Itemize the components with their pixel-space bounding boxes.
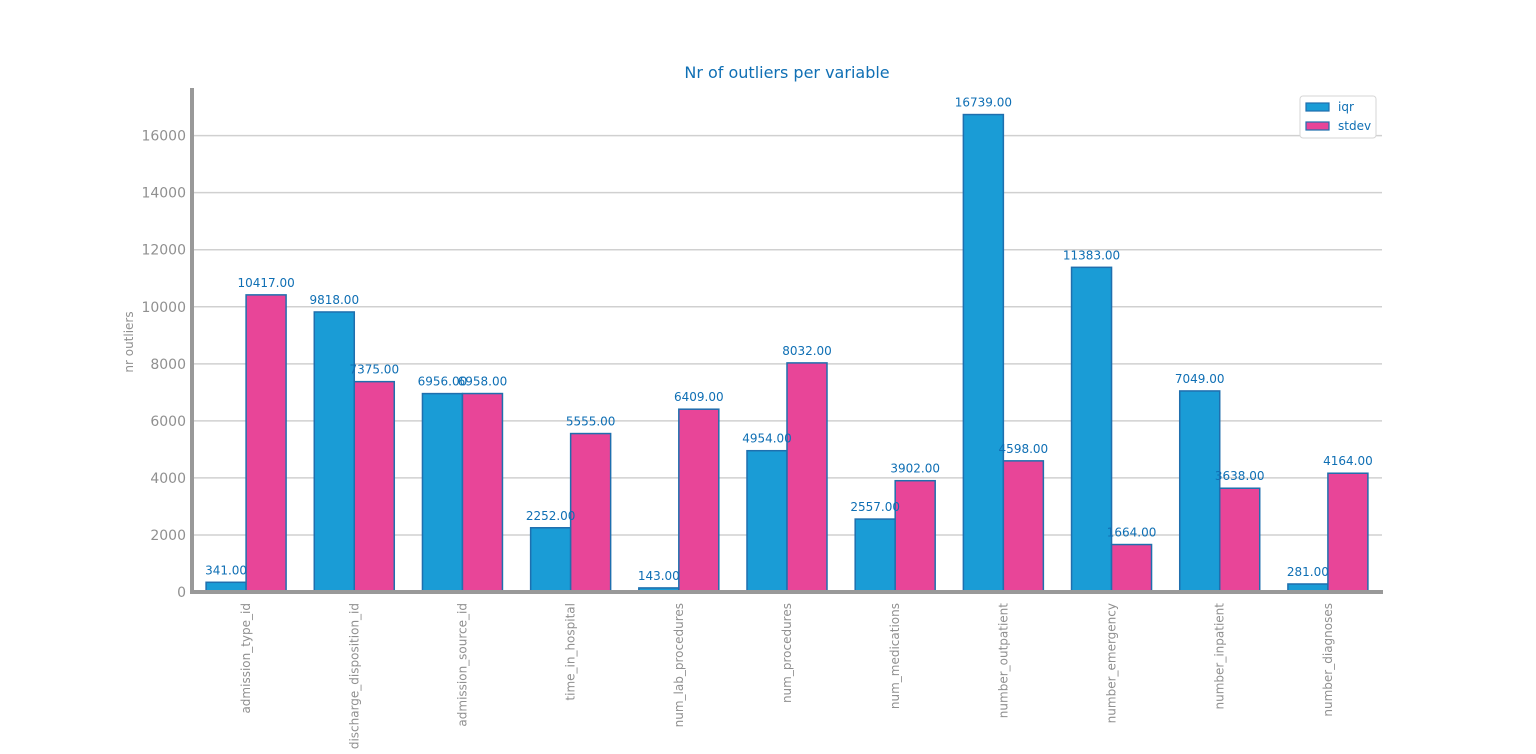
y-tick-label: 10000 [141,300,186,316]
legend: iqr stdev [1299,95,1377,139]
legend-label-iqr: iqr [1338,100,1354,114]
x-tick-label: time_in_hospital [564,603,578,701]
data-labels: 341.00 10417.00 9818.00 7375.00 6956.006958.… [205,96,1373,583]
bar-stdev [678,408,720,593]
bar-stdev [1218,487,1261,593]
y-tick-label: 12000 [141,243,186,259]
data-label-stdev: 3638.00 [1215,469,1265,483]
x-tick-label: number_inpatient [1213,603,1227,710]
y-tick-label: 16000 [141,129,186,145]
data-label-iqr: 2252.00 [526,509,576,523]
data-label-stdev: 3902.00 [890,462,940,476]
axes [190,88,1383,594]
data-label-stdev: 4598.00 [999,442,1049,456]
y-tick-label: 4000 [150,471,186,487]
chart-title: Nr of outliers per variable [684,63,889,82]
data-label-iqr: 7049.00 [1175,372,1225,386]
x-tick-label: num_procedures [780,603,794,703]
y-tick-label: 0 [177,585,186,601]
legend-label-stdev: stdev [1338,119,1371,133]
bar-iqr [854,518,896,593]
data-label-stdev: 1664.00 [1107,526,1157,540]
legend-swatch-iqr [1305,102,1330,112]
bar-iqr [421,392,464,593]
bar-stdev [245,294,287,593]
bar-iqr [1178,390,1221,593]
bar-stdev [1327,472,1369,593]
data-label-stdev: 7375.00 [349,363,399,377]
data-label-iqr: 9818.00 [309,293,359,307]
data-label-iqr: 2557.00 [850,500,900,514]
x-tick-label: number_outpatient [996,603,1010,718]
data-label-iqr: 4954.00 [742,432,792,446]
data-label-stdev: 6958.00 [458,375,508,389]
data-label-stdev: 6409.00 [674,390,724,404]
y-tick-label: 8000 [150,357,186,373]
x-tick-label: discharge_disposition_id [347,603,361,749]
data-label-stdev: 8032.00 [782,344,832,358]
bar-stdev [1110,543,1153,593]
bar-iqr [313,311,356,593]
data-label-stdev: 10417.00 [237,276,294,290]
legend-swatch-stdev [1305,121,1330,131]
data-label-iqr: 11383.00 [1063,248,1120,262]
data-label-iqr: 281.00 [1287,565,1329,579]
data-label-iqr: 16739.00 [955,96,1012,110]
x-tick-label: number_emergency [1105,603,1119,723]
bar-iqr [962,113,1005,593]
y-tick-label: 14000 [141,186,186,202]
data-label-iqr: 6956.00 [418,375,468,389]
bar-stdev [1002,460,1045,593]
y-axis-ticks: 0 2000 4000 6000 8000 10000 12000 14000 16000 [141,129,186,601]
x-tick-label: num_medications [888,603,902,709]
bar-iqr [1070,266,1113,593]
y-tick-label: 2000 [150,528,186,544]
bar-iqr [746,449,788,593]
bar-stdev [786,362,828,593]
x-tick-label: number_diagnoses [1321,603,1335,717]
bar-stdev [894,479,936,593]
y-axis-title: nr outliers [122,311,136,372]
data-label-iqr: 341.00 [205,563,247,577]
data-label-iqr: 143.00 [638,569,680,583]
x-axis-categories: admission_type_id discharge_disposition_i… [239,603,1335,749]
bar-stdev [353,380,396,593]
x-tick-label: admission_source_id [455,603,469,727]
y-tick-label: 6000 [150,414,186,430]
x-tick-label: num_lab_procedures [672,603,686,727]
bar-stdev [461,392,504,593]
data-label-stdev: 4164.00 [1323,454,1373,468]
data-label-stdev: 5555.00 [566,415,616,429]
bar-stdev [569,432,612,593]
x-tick-label: admission_type_id [239,603,253,714]
bar-iqr [529,527,572,593]
bars [205,113,1369,593]
